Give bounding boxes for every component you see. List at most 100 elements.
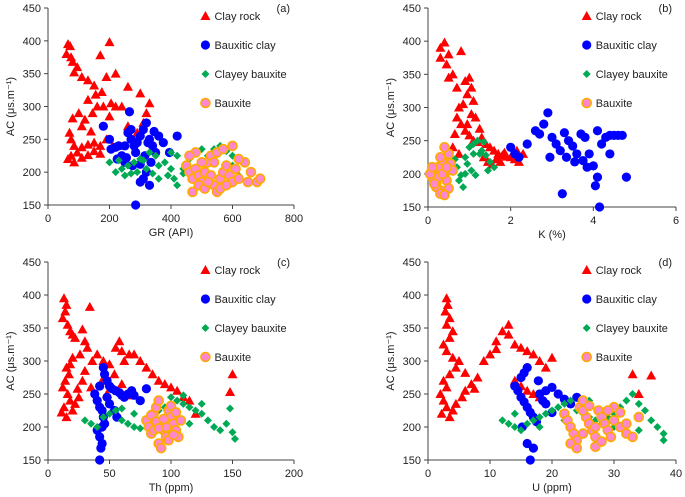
data-point <box>92 349 103 359</box>
x-tick-label: 800 <box>285 213 303 225</box>
data-point <box>153 423 164 434</box>
data-point <box>72 147 83 157</box>
y-tick-label: 350 <box>23 69 41 81</box>
x-tick-label: 30 <box>608 468 620 480</box>
data-point <box>461 169 470 178</box>
data-point <box>460 125 471 135</box>
data-point <box>66 134 77 144</box>
data-point <box>441 161 452 173</box>
data-point <box>451 112 462 122</box>
data-point <box>170 407 182 418</box>
series-bauxite <box>141 395 187 454</box>
data-point <box>124 107 135 117</box>
data-point <box>70 398 81 408</box>
y-tick-label: 300 <box>23 102 41 114</box>
data-point <box>522 363 532 373</box>
data-point <box>154 174 163 183</box>
data-point <box>455 176 463 185</box>
data-point <box>61 48 72 58</box>
data-point <box>464 130 475 140</box>
data-point <box>114 141 124 151</box>
data-point <box>441 346 452 356</box>
legend: Clay rock Bauxitic clay Clayey bauxite Baux… <box>581 11 668 110</box>
data-point <box>172 131 182 141</box>
data-point <box>126 124 136 135</box>
legend-label: Bauxitic clay <box>596 294 658 306</box>
y-tick-label: 450 <box>23 257 41 269</box>
data-point <box>491 344 502 354</box>
data-point <box>153 395 164 406</box>
data-point <box>144 98 155 108</box>
data-point <box>160 158 169 167</box>
data-point <box>566 396 575 405</box>
legend-marker <box>581 351 593 363</box>
y-tick-label: 150 <box>23 200 41 212</box>
data-point <box>149 126 159 137</box>
data-point <box>481 151 490 160</box>
series-bauxite <box>424 142 459 201</box>
data-point <box>529 416 538 425</box>
data-point <box>522 139 532 149</box>
data-point <box>597 139 607 149</box>
data-point <box>490 163 499 172</box>
data-point <box>539 119 549 129</box>
data-point <box>155 442 167 454</box>
data-point <box>185 403 194 412</box>
data-point <box>208 157 220 168</box>
data-point <box>82 342 93 352</box>
y-axis-label: AC (μs.m⁻¹) <box>385 331 397 390</box>
data-point <box>621 172 632 182</box>
data-point <box>450 362 461 372</box>
legend-label: Bauxitic clay <box>596 40 658 52</box>
y-tick-label: 400 <box>403 36 421 48</box>
data-point <box>105 158 114 167</box>
data-point <box>96 443 106 453</box>
legend-label: Bauxitic clay <box>214 294 276 306</box>
data-point <box>110 342 121 352</box>
y-tick-label: 200 <box>403 422 421 434</box>
y-tick-label: 300 <box>403 103 421 115</box>
data-point <box>554 403 563 412</box>
data-point <box>98 356 109 365</box>
data-point <box>436 408 447 418</box>
data-point <box>159 379 170 389</box>
data-point <box>129 141 139 151</box>
data-point <box>583 400 595 412</box>
data-point <box>57 382 68 392</box>
data-point <box>456 46 467 56</box>
y-tick-label: 250 <box>403 389 421 401</box>
data-point <box>98 121 108 131</box>
data-point <box>517 426 525 435</box>
legend-marker <box>200 294 211 304</box>
data-point <box>95 50 106 60</box>
data-point <box>504 419 513 428</box>
data-point <box>514 152 524 162</box>
data-point <box>242 176 254 188</box>
legend-label: Clay rock <box>596 265 642 277</box>
data-point <box>646 370 657 380</box>
y-tick-label: 400 <box>23 290 41 302</box>
data-point <box>69 140 80 150</box>
data-point <box>426 161 438 173</box>
data-point <box>191 406 200 415</box>
data-point <box>525 455 535 465</box>
series-clay-rock <box>61 37 155 167</box>
data-point <box>454 356 464 365</box>
x-tick-label: 0 <box>425 468 431 480</box>
data-point <box>633 389 644 398</box>
data-point <box>172 385 183 395</box>
data-point <box>146 157 156 167</box>
data-point <box>99 413 108 422</box>
data-point <box>202 176 214 188</box>
data-point <box>653 423 662 431</box>
legend-marker <box>582 70 591 78</box>
data-point <box>76 71 87 81</box>
data-point <box>245 166 257 178</box>
legend: Clay rock Bauxitic clay Clayey bauxite Baux… <box>200 11 287 110</box>
data-point <box>95 140 106 150</box>
legend-label: Bauxitic clay <box>214 40 276 52</box>
x-tick-label: 200 <box>100 213 118 225</box>
y-tick-label: 300 <box>403 356 421 368</box>
legend-label: Bauxite <box>596 98 633 110</box>
data-point <box>457 392 468 402</box>
